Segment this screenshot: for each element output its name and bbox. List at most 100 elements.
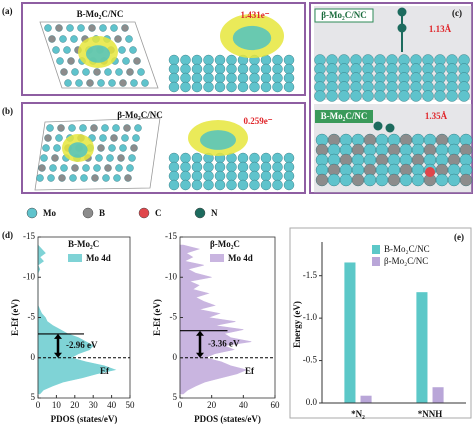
atom: [63, 46, 71, 54]
charge-label: 1.431e⁻: [241, 10, 270, 20]
atom: [249, 170, 260, 182]
atom: [260, 179, 272, 191]
atom: [191, 54, 203, 66]
atom: [203, 161, 214, 173]
atom: [397, 7, 407, 17]
atom: [141, 79, 149, 87]
atom: [168, 54, 180, 66]
atom: [93, 68, 101, 76]
atom: [260, 72, 272, 84]
atom: [203, 72, 214, 84]
atom: [68, 124, 76, 132]
atom: [97, 79, 105, 87]
atom: [315, 173, 329, 187]
atom: [122, 57, 130, 65]
legend-label: Mo: [43, 208, 56, 218]
atom: [214, 54, 226, 66]
atom: [249, 63, 260, 75]
bar: [416, 292, 428, 404]
atom: [75, 79, 83, 87]
atom-legend: Mo B C N: [26, 207, 218, 219]
atom: [272, 170, 283, 182]
atom: [69, 174, 77, 182]
illustrations: [36, 7, 473, 191]
atom: [237, 152, 249, 164]
atom: [129, 46, 137, 54]
atom: [58, 174, 66, 182]
legend-atom: [138, 207, 150, 219]
atom: [128, 154, 136, 162]
atom: [350, 90, 362, 102]
y-tick-label: -0.5: [303, 355, 318, 365]
x-tick-label: *N₂: [351, 409, 365, 419]
atom: [260, 63, 272, 75]
chart-title: β-Mo₂C: [210, 239, 240, 249]
y-tick-label: 0.0: [306, 397, 318, 407]
y-tick-label: -15: [165, 231, 177, 241]
atom: [55, 134, 63, 142]
atom: [71, 164, 79, 172]
atom: [363, 173, 377, 187]
charge-density: [200, 130, 236, 150]
charge-density: [232, 25, 272, 51]
atom: [180, 152, 191, 164]
atom: [351, 173, 365, 187]
atom: [237, 81, 249, 93]
atom: [99, 24, 107, 32]
atom: [106, 154, 114, 162]
legend-label: B-Mo₂C/NC: [384, 244, 430, 254]
atom: [422, 90, 434, 102]
atom: [113, 174, 121, 182]
cell-outline: [34, 117, 161, 191]
atom: [44, 134, 52, 142]
atom: [126, 164, 134, 172]
atom: [191, 72, 203, 84]
y-tick-label: -15: [23, 231, 35, 241]
atom: [191, 170, 203, 182]
bar: [360, 395, 372, 404]
atom: [434, 90, 446, 102]
atom: [168, 81, 180, 93]
legend-atom: [82, 207, 94, 219]
atom: [397, 23, 407, 33]
x-tick-label: 20: [207, 400, 217, 410]
atom: [168, 72, 180, 84]
atom: [125, 35, 133, 43]
legend-swatch: [210, 254, 224, 262]
atom: [91, 174, 99, 182]
atom: [191, 161, 203, 173]
atom: [226, 161, 237, 173]
atom: [93, 164, 101, 172]
atom: [118, 46, 126, 54]
atom: [168, 63, 180, 75]
atom: [410, 90, 422, 102]
arrow-head: [196, 352, 204, 358]
legend-label: Mo 4d: [228, 253, 253, 263]
atom: [99, 134, 107, 142]
atom: [82, 68, 90, 76]
panel-label: (a): [2, 6, 13, 16]
atom: [133, 57, 141, 65]
atom: [90, 124, 98, 132]
atom: [36, 174, 44, 182]
structure-label: β-Mo₂C/NC: [321, 10, 366, 20]
atom: [447, 173, 461, 187]
atom: [283, 152, 295, 164]
atom: [191, 63, 203, 75]
atom: [137, 68, 145, 76]
atom: [42, 144, 50, 152]
atom: [110, 24, 118, 32]
atom: [112, 124, 120, 132]
atom: [49, 164, 57, 172]
fermi-label: Ef: [245, 366, 255, 376]
x-tick-label: 40: [107, 400, 117, 410]
y-tick-label: -10: [165, 271, 177, 281]
atom: [338, 90, 350, 102]
atom: [180, 72, 191, 84]
atom: [272, 63, 283, 75]
x-axis-label: PDOS (states/eV): [194, 414, 261, 424]
arrow-head: [196, 330, 204, 336]
atom: [180, 81, 191, 93]
atom: [180, 170, 191, 182]
atom: [104, 68, 112, 76]
